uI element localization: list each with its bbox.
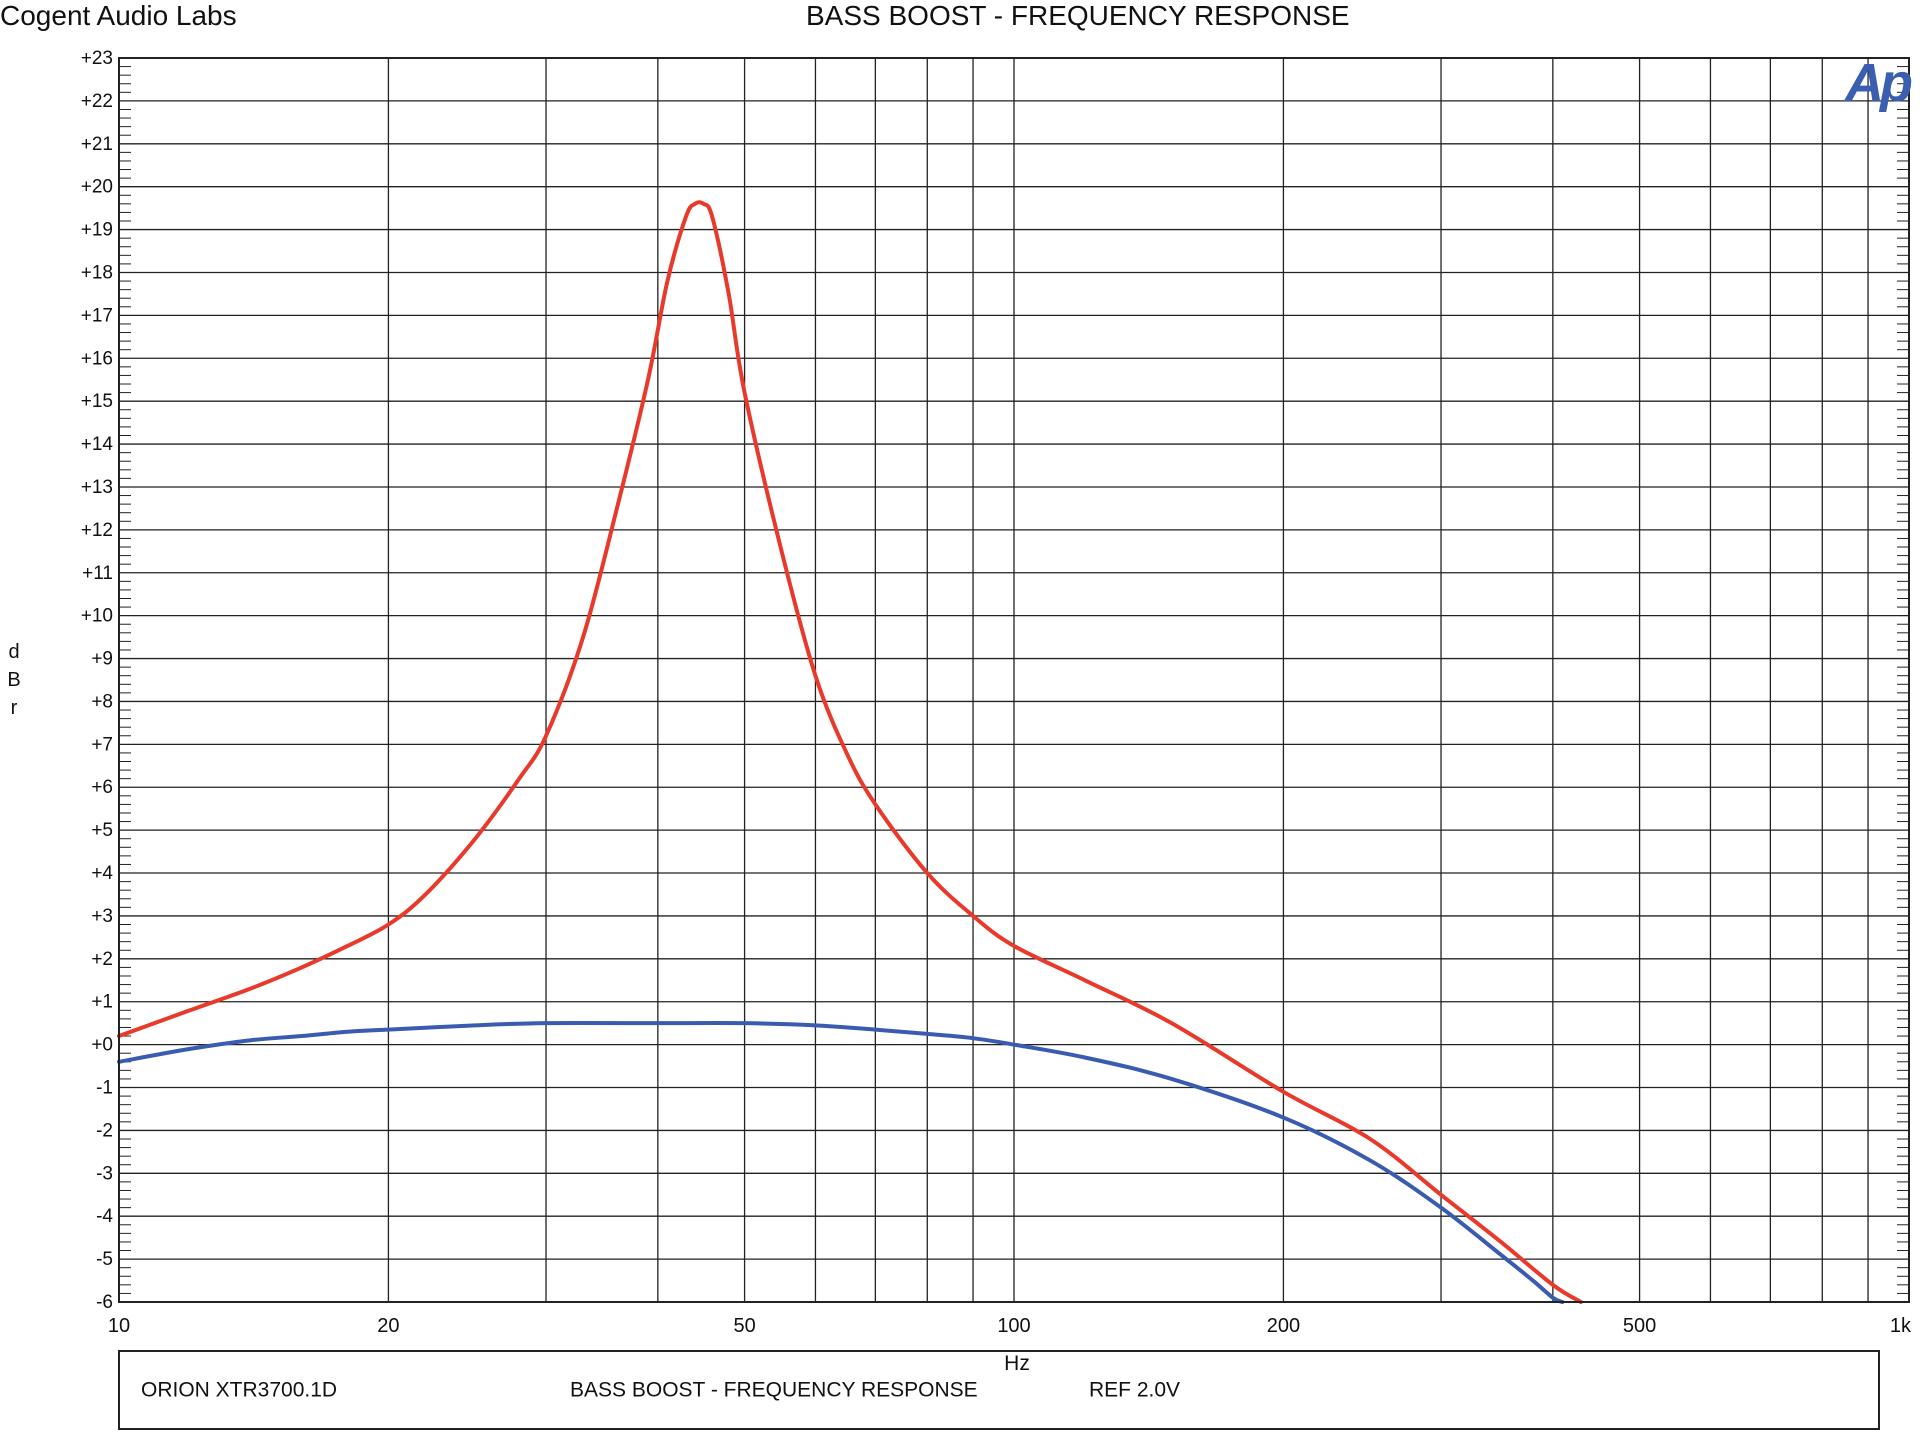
y-tick-label: -6: [96, 1292, 113, 1313]
company-name: Cogent Audio Labs: [0, 0, 237, 31]
ap-logo: Ap: [1843, 53, 1912, 113]
y-tick-label: +23: [81, 48, 113, 69]
y-minor-ticks: [119, 66, 1909, 1294]
series-line-blue: [117, 1021, 1565, 1304]
y-tick-label: +13: [81, 477, 113, 498]
x-tick-label: 500: [1623, 1315, 1656, 1337]
series-line-red: [117, 200, 1583, 1304]
y-tick-label: +7: [91, 734, 113, 755]
y-tick-labels: -6 -5 -4 -3 -2 -1 +0 +1 +2 +3 +4 +5 +6 +7 +8 +9 +10 +11 +1…: [81, 48, 114, 1313]
x-tick-label: 50: [733, 1315, 755, 1337]
y-tick-label: +4: [91, 863, 113, 884]
x-tick-label: 1k: [1890, 1315, 1912, 1337]
y-tick-label: -5: [96, 1249, 113, 1270]
footer-model: ORION XTR3700.1D: [141, 1378, 338, 1402]
y-tick-label: +1: [91, 992, 113, 1013]
y-tick-label: +21: [81, 134, 113, 155]
y-axis-label: d B r: [6, 638, 22, 722]
y-tick-label: +9: [91, 649, 113, 670]
y-axis-label-char: B: [7, 669, 21, 691]
chart-title: BASS BOOST - FREQUENCY RESPONSE: [806, 0, 1350, 31]
y-tick-label: +14: [81, 434, 114, 455]
series-lines: [117, 200, 1583, 1304]
y-tick-label: +20: [81, 177, 113, 198]
y-tick-label: +12: [81, 520, 113, 541]
y-tick-label: +6: [91, 777, 113, 798]
plot-frame: [118, 57, 1910, 1303]
x-tick-label: 200: [1267, 1315, 1300, 1337]
footer-ref: REF 2.0V: [1089, 1378, 1181, 1402]
footer-title: BASS BOOST - FREQUENCY RESPONSE: [570, 1378, 978, 1402]
y-tick-label: +22: [81, 91, 113, 112]
footer-info-box: [118, 1350, 1880, 1430]
y-tick-label: +3: [91, 906, 113, 927]
y-tick-label: -3: [96, 1163, 113, 1184]
y-tick-label: +10: [81, 606, 113, 627]
y-tick-label: +0: [91, 1035, 113, 1056]
y-axis-label-char: r: [10, 697, 18, 719]
grid: [119, 58, 1909, 1302]
y-tick-label: +15: [81, 391, 113, 412]
y-tick-label: +19: [81, 220, 113, 241]
x-tick-label: 10: [108, 1315, 130, 1337]
y-tick-label: -1: [96, 1078, 113, 1099]
y-tick-label: -2: [96, 1120, 113, 1141]
y-tick-label: -4: [96, 1206, 113, 1227]
y-tick-label: +11: [82, 563, 113, 584]
y-tick-label: +16: [81, 348, 113, 369]
x-axis-label: Hz: [1004, 1352, 1030, 1375]
y-tick-label: +17: [81, 305, 113, 326]
x-tick-label: 20: [377, 1315, 399, 1337]
y-tick-label: +5: [91, 820, 113, 841]
x-tick-labels: 10 20 50 100 200 500 1k: [108, 1315, 1912, 1337]
y-tick-label: +18: [81, 262, 113, 283]
y-axis-label-char: d: [8, 641, 20, 663]
y-tick-label: +2: [91, 949, 113, 970]
y-tick-label: +8: [91, 691, 113, 712]
x-tick-label: 100: [997, 1315, 1030, 1337]
